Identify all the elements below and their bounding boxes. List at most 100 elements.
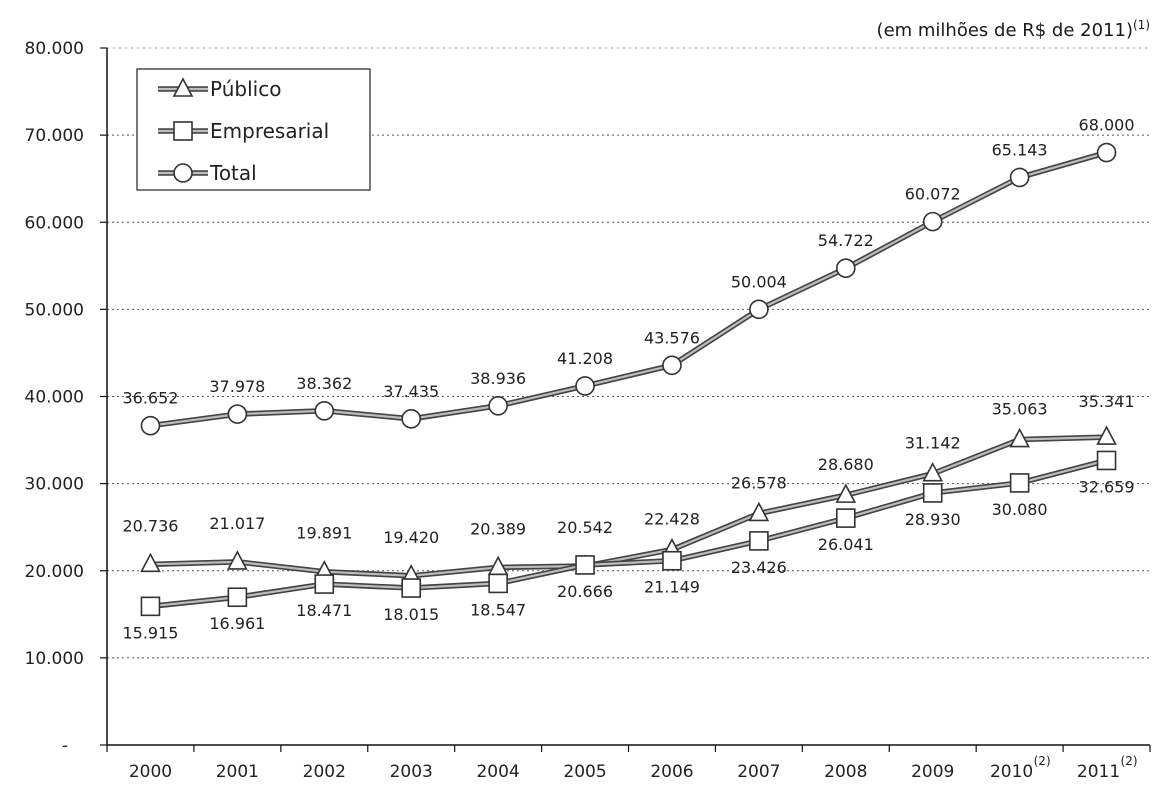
data-label: 37.978 — [209, 377, 265, 396]
y-tick-label: 60.000 — [25, 213, 84, 233]
data-label: 16.961 — [209, 614, 265, 633]
data-label: 60.072 — [905, 185, 961, 204]
y-tick-label: 10.000 — [25, 649, 84, 669]
legend: Público Empresarial Total — [136, 68, 371, 191]
data-label: 41.208 — [557, 349, 613, 368]
legend-label: Empresarial — [210, 119, 329, 143]
data-label: 43.576 — [644, 328, 700, 347]
series-line — [150, 151, 1107, 427]
series-line-outer — [150, 434, 1107, 579]
data-point — [314, 400, 335, 421]
series-line-outer — [150, 457, 1108, 610]
data-point — [140, 415, 161, 436]
data-label: 21.149 — [644, 578, 700, 597]
series-empresarial: 15.915 16.961 18.471 18.015 18.547 20.666 21.1… — [122, 450, 1135, 642]
data-label: 35.063 — [992, 400, 1048, 419]
series-line — [150, 459, 1107, 608]
data-label: 28.680 — [818, 455, 874, 474]
data-point — [488, 573, 508, 594]
data-point — [1009, 427, 1030, 448]
y-tick-label: - — [62, 736, 68, 756]
data-label: 38.362 — [296, 374, 352, 393]
data-label: 18.471 — [296, 601, 352, 620]
unit-note-text: (em milhões de R$ de 2011) — [876, 20, 1133, 41]
x-tick-ref: (2) — [1121, 754, 1138, 768]
data-point — [140, 552, 161, 573]
y-tick-label: 50.000 — [25, 300, 84, 320]
data-point — [835, 483, 857, 503]
data-point — [748, 501, 770, 522]
data-point — [575, 376, 595, 396]
data-label: 36.652 — [122, 389, 178, 408]
data-point — [401, 578, 422, 598]
data-point — [1009, 473, 1030, 493]
data-point — [835, 508, 856, 528]
x-tick-label: 2005 — [563, 762, 606, 782]
data-label: 50.004 — [731, 272, 787, 291]
y-tick-label: 80.000 — [25, 39, 84, 59]
x-tick-label: 2010 — [990, 762, 1033, 782]
data-label: 19.420 — [383, 528, 439, 547]
x-tick-ref: (2) — [1034, 754, 1051, 768]
data-label: 19.891 — [296, 524, 352, 543]
x-tick-label: 2002 — [303, 762, 346, 782]
data-point — [922, 461, 944, 482]
y-tick-label: 70.000 — [25, 126, 84, 146]
data-label: 31.142 — [905, 434, 961, 453]
data-label: 18.547 — [470, 600, 526, 619]
data-label: 20.666 — [557, 582, 613, 601]
data-label: 54.722 — [818, 231, 874, 250]
series-total: 36.652 37.978 38.362 37.435 38.936 41.208 43.5… — [122, 116, 1135, 436]
x-tick-label: 2008 — [824, 762, 867, 782]
data-point — [227, 404, 248, 424]
unit-note-ref: (1) — [1133, 18, 1150, 32]
data-label: 21.017 — [209, 514, 265, 533]
data-point — [922, 211, 943, 232]
data-label: 37.435 — [383, 382, 439, 401]
data-point — [401, 409, 422, 429]
data-point — [922, 483, 943, 503]
unit-note: (em milhões de R$ de 2011)(1) — [877, 18, 1150, 41]
data-label: 22.428 — [644, 510, 700, 529]
data-point — [314, 574, 335, 594]
data-point — [488, 395, 508, 416]
data-point — [1096, 425, 1117, 445]
data-label: 15.915 — [122, 623, 178, 642]
data-point — [140, 596, 161, 617]
data-point — [575, 555, 595, 575]
data-point — [835, 258, 856, 279]
legend-marker — [173, 121, 193, 141]
data-label: 35.341 — [1079, 392, 1135, 411]
data-label: 23.426 — [731, 558, 787, 577]
data-label: 26.578 — [731, 473, 787, 492]
x-tick-label: 2006 — [650, 762, 693, 782]
series-line — [150, 435, 1107, 577]
data-point — [227, 587, 248, 608]
data-label: 65.143 — [992, 140, 1048, 159]
legend-label: Total — [209, 161, 257, 185]
data-label: 20.542 — [557, 518, 613, 537]
data-label: 38.936 — [470, 369, 526, 388]
x-tick-label: 2003 — [390, 762, 433, 782]
data-label: 20.736 — [122, 516, 178, 535]
x-tick-label: 2004 — [476, 762, 519, 782]
x-tick-label: 2007 — [737, 762, 780, 782]
data-point — [1009, 167, 1030, 188]
data-label: 68.000 — [1079, 116, 1135, 135]
y-tick-label: 40.000 — [25, 388, 84, 408]
data-point — [749, 299, 769, 320]
x-tick-label: 2011 — [1077, 762, 1120, 782]
data-point — [749, 531, 769, 551]
data-label: 26.041 — [818, 535, 874, 554]
data-label: 20.389 — [470, 519, 526, 538]
data-label: 18.015 — [383, 605, 439, 624]
x-tick-label: 2001 — [216, 762, 259, 782]
legend-label: Público — [210, 77, 281, 101]
series-publico: 20.736 21.017 19.891 19.420 20.389 20.542 22.4… — [122, 392, 1135, 584]
data-label: 28.930 — [905, 510, 961, 529]
legend-marker — [173, 163, 193, 183]
legend-marker — [172, 77, 194, 97]
y-tick-label: 20.000 — [25, 562, 84, 582]
series-line-outer — [150, 149, 1108, 429]
